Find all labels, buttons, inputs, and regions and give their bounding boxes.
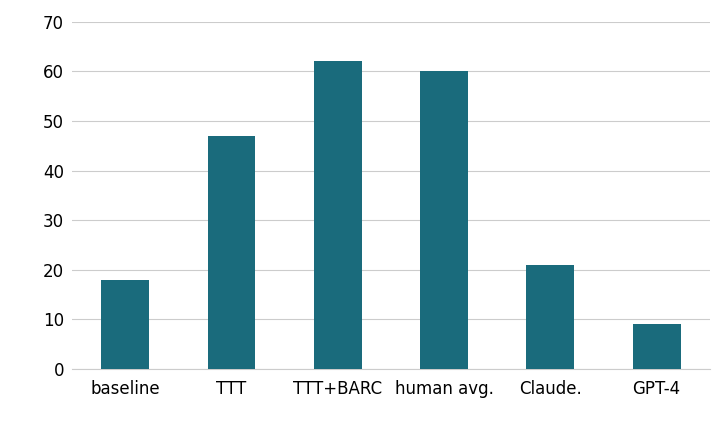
Bar [633,324,681,369]
Bar [526,265,574,369]
Bar [208,136,256,369]
Bar [101,279,149,369]
Bar [314,61,362,369]
Bar [420,71,468,369]
